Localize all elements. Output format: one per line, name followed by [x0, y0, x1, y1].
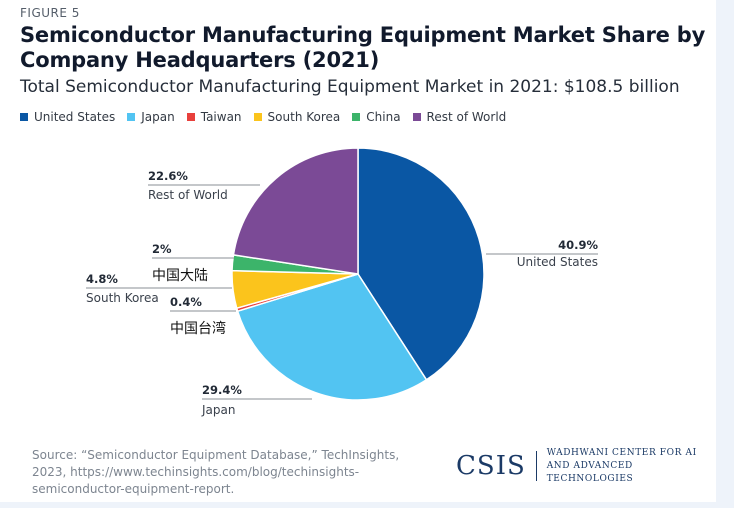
- legend-item-china: China: [352, 110, 401, 124]
- legend-swatch: [352, 113, 361, 121]
- slice-label-taiwan: 中国台湾: [170, 320, 226, 337]
- figure-card: FIGURE 5 Semiconductor Manufacturing Equ…: [0, 0, 716, 502]
- logo-divider: [535, 451, 537, 481]
- legend-item-south-korea: South Korea: [253, 110, 341, 124]
- source-note: Source: “Semiconductor Equipment Databas…: [32, 448, 400, 496]
- legend-label: United States: [34, 110, 116, 124]
- value-label-china: 2%: [152, 242, 172, 256]
- legend-swatch: [20, 113, 28, 121]
- value-label-japan: 29.4%: [202, 383, 242, 397]
- legend-label: Rest of World: [426, 110, 507, 124]
- legend-label: Japan: [141, 110, 175, 124]
- slice-label-south-korea: South Korea: [86, 291, 159, 305]
- figure-label: FIGURE 5: [20, 6, 80, 20]
- chart-legend: United States Japan Taiwan South Korea China…: [20, 109, 518, 125]
- slice-label-japan: Japan: [201, 403, 235, 417]
- legend-item-united-states: United States: [20, 110, 115, 124]
- slice-label-rest-of-world: Rest of World: [148, 188, 228, 202]
- logo-wordmark: CSIS: [456, 451, 526, 481]
- pie-slice-japan: [236, 273, 428, 401]
- legend-swatch: [253, 113, 262, 121]
- legend-label: China: [366, 110, 401, 124]
- legend-swatch: [412, 113, 421, 121]
- value-label-south-korea: 4.8%: [86, 272, 118, 286]
- logo-center-line1: WADHWANI CENTER FOR AI: [546, 447, 697, 458]
- value-label-united-states: 40.9%: [558, 238, 598, 252]
- value-label-taiwan: 0.4%: [170, 295, 202, 309]
- legend-label: South Korea: [267, 110, 341, 124]
- value-label-rest-of-world: 22.6%: [148, 169, 188, 183]
- slice-label-china: 中国大陆: [152, 268, 208, 284]
- legend-item-japan: Japan: [127, 110, 175, 124]
- csis-logo: CSIS WADHWANI CENTER FOR AI AND ADVANCED…: [456, 446, 706, 486]
- legend-swatch: [127, 113, 136, 121]
- legend-item-rest-of-world: Rest of World: [412, 110, 507, 124]
- legend-item-taiwan: Taiwan: [186, 110, 242, 124]
- logo-center-name: WADHWANI CENTER FOR AI AND ADVANCED TECH…: [547, 447, 706, 486]
- legend-swatch: [186, 113, 195, 121]
- chart-subtitle: Total Semiconductor Manufacturing Equipm…: [20, 77, 680, 97]
- chart-title: Semiconductor Manufacturing Equipment Ma…: [20, 23, 706, 72]
- legend-label: Taiwan: [200, 110, 242, 124]
- logo-center-line2: AND ADVANCED TECHNOLOGIES: [546, 460, 634, 484]
- pie-chart: 40.9% United States 29.4% Japan 0.4% 中国台湾 4.8%…: [86, 147, 598, 417]
- slice-label-united-states: United States: [517, 255, 598, 269]
- pie-slice-rest-of-world: [232, 147, 359, 275]
